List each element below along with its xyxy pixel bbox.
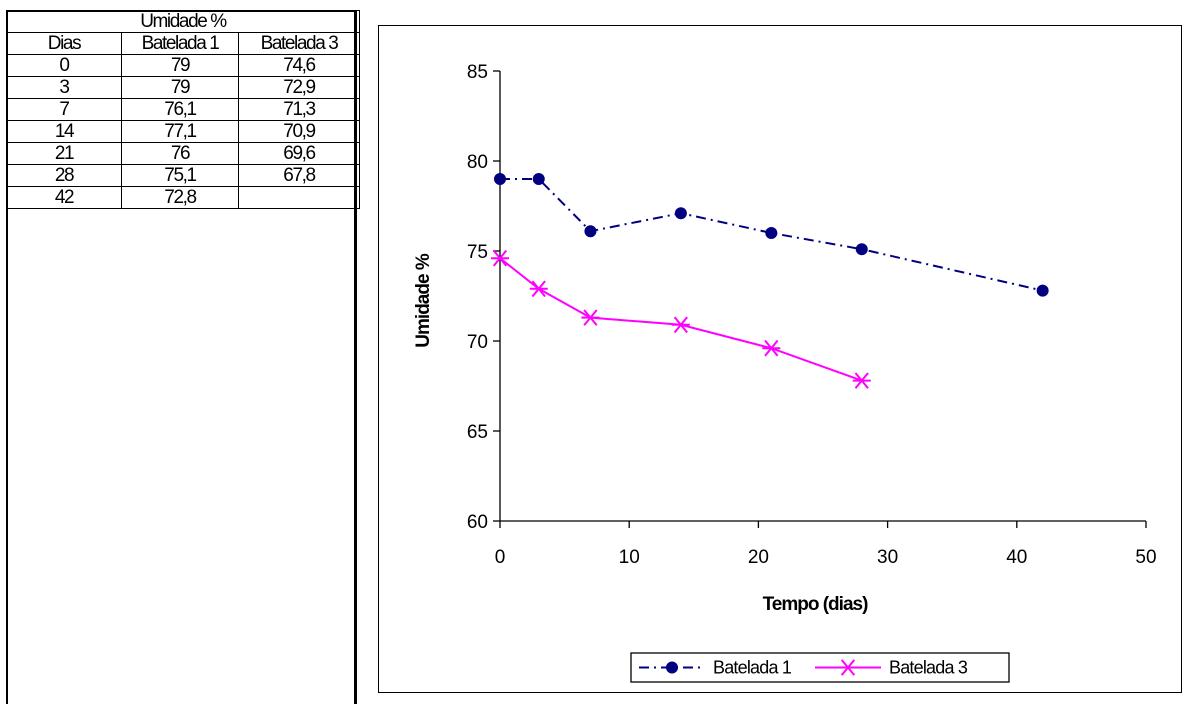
table-cell: 21 <box>6 142 122 165</box>
table-cell: 72,8 <box>121 186 239 209</box>
table-row: 0 79 74,6 <box>6 54 360 77</box>
y-tick-label: 70 <box>467 332 488 353</box>
x-axis-title: Tempo (dias) <box>763 594 868 615</box>
legend: Batelada 1 Batelada 3 <box>630 652 1010 683</box>
data-point <box>494 173 506 185</box>
table-row: 28 75,1 67,8 <box>6 164 360 187</box>
table-cell: 79 <box>121 54 239 77</box>
table-cell: 70,9 <box>238 120 360 143</box>
series-1 <box>494 173 1049 297</box>
table-cell <box>238 186 360 209</box>
table-cell: 71,3 <box>238 98 360 121</box>
asterisk-stroke <box>492 249 508 267</box>
header-batelada-3: Batelada 3 <box>238 32 360 55</box>
table-row: 7 76,1 71,3 <box>6 98 360 121</box>
table-cell: 79 <box>121 76 239 99</box>
table-cell: 76,1 <box>121 98 239 121</box>
data-point <box>581 309 600 326</box>
legend-box <box>630 652 1010 683</box>
series-2 <box>491 249 871 389</box>
table-cell: 74,6 <box>238 54 360 77</box>
data-point <box>852 372 871 389</box>
table-row: 14 77,1 70,9 <box>6 120 360 143</box>
table-cell: 69,6 <box>238 142 360 165</box>
data-table-body: Umidade % Dias Batelada 1 Batelada 3 0 7… <box>6 10 360 209</box>
table-cell: 14 <box>6 120 122 143</box>
table-cell: 7 <box>6 98 122 121</box>
asterisk-stroke <box>531 280 546 298</box>
table-cell: 3 <box>6 76 122 99</box>
table-cell: 67,8 <box>238 164 360 187</box>
table-cell: 72,9 <box>238 76 360 99</box>
header-dias: Dias <box>6 32 122 55</box>
y-tick-label: 80 <box>467 152 488 173</box>
data-point <box>765 227 778 239</box>
data-point <box>491 249 509 267</box>
table-row: 21 76 69,6 <box>6 142 360 165</box>
legend-label: Batelada 3 <box>889 658 968 678</box>
x-tick-label: 0 <box>495 547 506 568</box>
x-tick-label: 30 <box>877 547 898 568</box>
y-tick-label: 75 <box>467 242 488 263</box>
table-header-row: Dias Batelada 1 Batelada 3 <box>6 32 360 55</box>
asterisk-stroke <box>840 659 856 676</box>
legend-marker <box>666 661 678 674</box>
data-point <box>855 243 868 256</box>
data-point <box>532 173 545 185</box>
x-tick-label: 50 <box>1135 547 1156 568</box>
data-table-panel: Umidade % Dias Batelada 1 Batelada 3 0 7… <box>6 10 360 704</box>
table-cell: 76 <box>121 142 239 165</box>
asterisk-stroke <box>854 372 869 389</box>
table-cell: 0 <box>6 54 122 77</box>
legend-label: Batelada 1 <box>713 658 792 678</box>
data-point <box>671 316 690 334</box>
y-tick-label: 60 <box>467 512 488 533</box>
asterisk-stroke <box>673 316 688 334</box>
x-tick-label: 20 <box>748 547 769 568</box>
table-cell: 28 <box>6 164 122 187</box>
table-cell: 75,1 <box>121 164 239 187</box>
x-tick-label: 40 <box>1006 547 1027 568</box>
legend-item: Batelada 3 <box>815 658 969 678</box>
table-cell: 42 <box>6 186 122 209</box>
table-row: 3 79 72,9 <box>6 76 360 99</box>
series-line <box>499 257 863 382</box>
table-title-row: Umidade % <box>6 10 360 33</box>
y-axis-title: Umidade % <box>413 253 434 348</box>
data-point <box>674 207 687 220</box>
x-tick-label: 10 <box>619 547 640 568</box>
asterisk-stroke <box>764 339 779 357</box>
chart-frame: 60 65 70 75 80 85 0 10 20 30 40 50 Tempo (dias) Umida… <box>378 25 1182 693</box>
data-point <box>529 280 548 298</box>
line-chart: 60 65 70 75 80 85 0 10 20 30 40 50 Tempo (dias) Umida… <box>413 62 1157 683</box>
table-row: 42 72,8 <box>6 186 360 209</box>
y-tick-label: 85 <box>467 62 488 83</box>
asterisk-stroke <box>583 309 598 326</box>
legend-marker <box>839 659 857 676</box>
table-title: Umidade % <box>6 10 360 33</box>
legend-item: Batelada 1 <box>639 658 793 678</box>
table-cell: 77,1 <box>121 120 239 143</box>
data-point <box>1036 284 1049 297</box>
data-point <box>762 339 781 357</box>
data-table: Umidade % Dias Batelada 1 Batelada 3 0 7… <box>6 10 360 209</box>
data-point <box>584 225 597 238</box>
header-batelada-1: Batelada 1 <box>121 32 239 55</box>
y-tick-label: 65 <box>467 422 488 443</box>
